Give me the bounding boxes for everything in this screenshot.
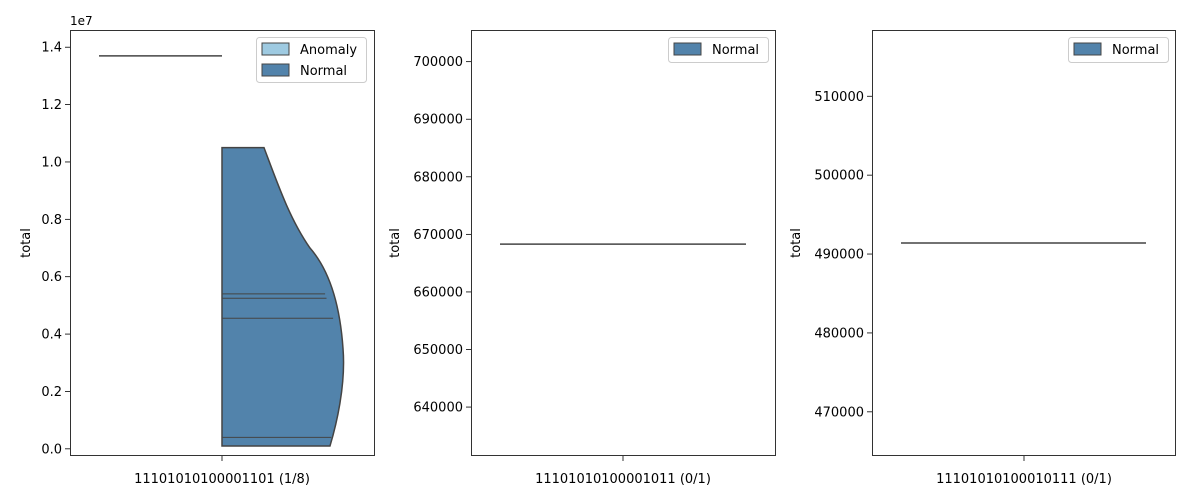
y-tick-label: 690000: [413, 113, 463, 128]
plot-frame: [872, 30, 1176, 456]
y-tick-label: 0.6: [41, 270, 62, 285]
legend-swatch-normal: [1073, 42, 1102, 56]
y-tick-label: 470000: [814, 405, 864, 420]
x-tick-label: 11101010100010111 (0/1): [936, 472, 1112, 487]
y-tick-label: 670000: [413, 228, 463, 243]
y-axis-label: total: [19, 228, 34, 258]
y-axis-label: total: [388, 228, 403, 258]
y-tick-label: 1.2: [41, 98, 62, 113]
y-tick-label: 0.0: [41, 442, 62, 457]
y-tick-label: 660000: [413, 285, 463, 300]
x-tick-label: 11101010100001011 (0/1): [535, 472, 711, 487]
legend-swatch-normal: [261, 63, 290, 77]
y-tick-label: 640000: [413, 401, 463, 416]
chart-panel-2: 640000 650000 660000 670000 680000 690000 7000…: [388, 30, 776, 487]
y-tick-label: 500000: [814, 169, 864, 184]
y-tick-label: 490000: [814, 248, 864, 263]
y-tick-label: 680000: [413, 170, 463, 185]
plot-frame: [471, 30, 776, 456]
x-tick-label: 11101010100001101 (1/8): [134, 472, 310, 487]
legend-label-normal: Normal: [712, 43, 759, 58]
y-tick-label: 1.4: [41, 41, 62, 56]
y-offset-label: 1e7: [70, 14, 93, 28]
plot-frame: [70, 30, 375, 456]
legend-swatch-normal: [673, 42, 702, 56]
legend-swatch-anomaly: [261, 42, 290, 56]
legend: Normal: [668, 37, 769, 63]
legend: Anomaly Normal: [256, 37, 367, 83]
y-tick-label: 0.2: [41, 385, 62, 400]
y-tick-label: 510000: [814, 90, 864, 105]
y-tick-label: 0.4: [41, 328, 62, 343]
chart-panel-1: 0.0 0.2 0.4 0.6 0.8 1.0 1.2 1.4 1e7 total 11101…: [19, 14, 375, 487]
legend-label-normal: Normal: [1112, 43, 1159, 58]
y-tick-label: 650000: [413, 343, 463, 358]
y-axis: 470000 480000 490000 500000 510000: [814, 90, 872, 420]
y-axis: 640000 650000 660000 670000 680000 690000 7000…: [413, 55, 471, 416]
violin-marks: [99, 55, 345, 447]
legend: Normal: [1068, 37, 1169, 63]
legend-label-anomaly: Anomaly: [300, 43, 357, 58]
y-axis: 0.0 0.2 0.4 0.6 0.8 1.0 1.2 1.4: [41, 41, 70, 457]
y-tick-label: 0.8: [41, 213, 62, 228]
y-tick-label: 1.0: [41, 155, 62, 170]
normal-violin: [221, 146, 345, 447]
legend-label-normal: Normal: [300, 64, 347, 79]
y-tick-label: 480000: [814, 326, 864, 341]
y-axis-label: total: [789, 228, 804, 258]
chart-panel-3: 470000 480000 490000 500000 510000 total 111…: [789, 30, 1176, 487]
y-tick-label: 700000: [413, 55, 463, 70]
